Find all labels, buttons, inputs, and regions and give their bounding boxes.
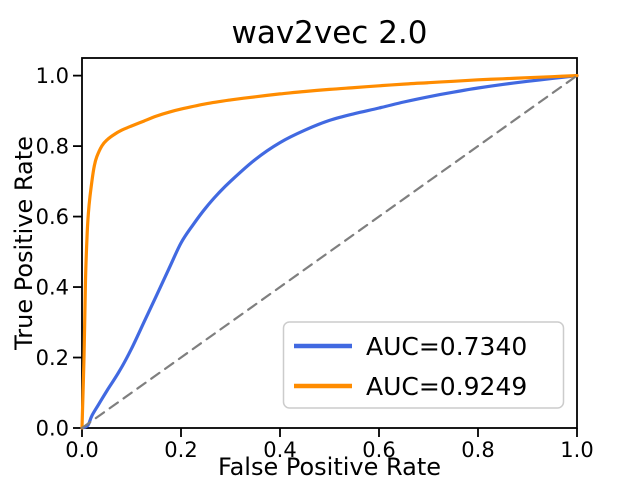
legend-label-2: AUC=0.9249 [366,372,527,401]
y-tick-label: 0.0 [36,417,69,441]
series-auc-0-7340 [80,74,579,430]
plot-area [81,57,578,429]
y-tick-label: 0.8 [36,135,69,159]
series-auc-0-9249 [80,74,579,430]
chart-title: wav2vec 2.0 [231,15,427,51]
legend-entry-2: AUC=0.9249 [294,372,527,401]
series-chance-diagonal [80,74,579,430]
x-tick-label: 0.8 [461,438,494,462]
legend-entry-1: AUC=0.7340 [294,332,527,361]
x-tick-label: 0.4 [263,438,296,462]
y-axis-ticks: 0.0 0.2 0.4 0.6 0.8 1.0 [36,64,82,441]
y-tick-label: 0.2 [36,346,69,370]
y-tick-label: 1.0 [36,64,69,88]
x-tick-label: 1.0 [560,438,593,462]
x-tick-label: 0.6 [362,438,395,462]
x-axis-label: False Positive Rate [218,453,441,480]
y-axis-label: True Positive Rate [10,136,38,351]
x-tick-label: 0.2 [164,438,197,462]
roc-curves [80,74,579,430]
legend-label-1: AUC=0.7340 [366,332,527,361]
legend-box [282,321,565,409]
y-tick-label: 0.4 [36,276,69,300]
legend: AUC=0.7340 AUC=0.9249 [282,321,565,409]
x-axis-ticks: 0.0 0.2 0.4 0.6 0.8 1.0 [65,428,594,462]
y-tick-label: 0.6 [36,205,69,229]
x-tick-label: 0.0 [65,438,98,462]
